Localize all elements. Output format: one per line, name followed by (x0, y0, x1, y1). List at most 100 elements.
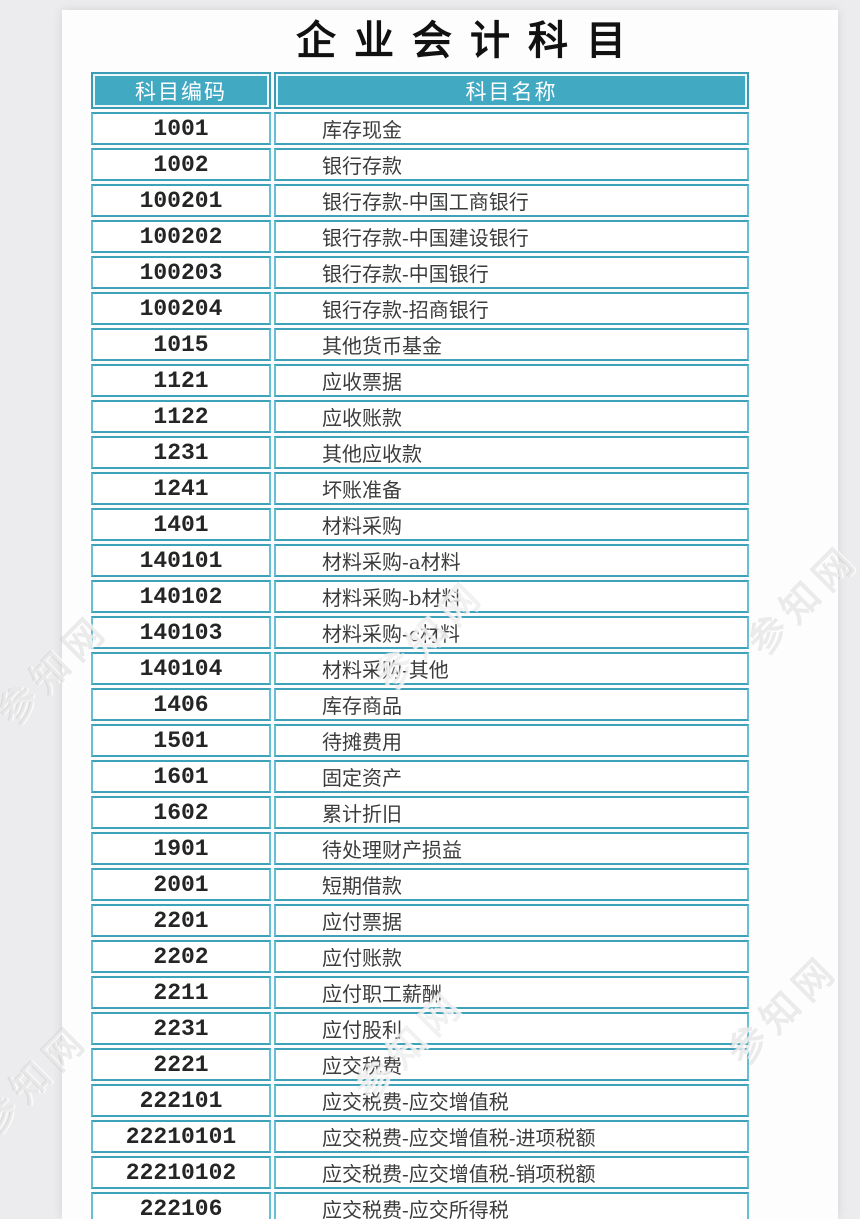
name-cell: 库存现金 (274, 112, 749, 145)
code-cell: 1406 (91, 688, 271, 721)
table-row: 1002 银行存款 (91, 148, 749, 181)
table-row: 2001 短期借款 (91, 868, 749, 901)
name-cell: 待处理财产损益 (274, 832, 749, 865)
table-row: 100201 银行存款-中国工商银行 (91, 184, 749, 217)
code-cell: 1001 (91, 112, 271, 145)
name-cell: 材料采购 (274, 508, 749, 541)
code-cell: 1015 (91, 328, 271, 361)
name-cell: 银行存款-中国建设银行 (274, 220, 749, 253)
table-row: 1501 待摊费用 (91, 724, 749, 757)
table-row: 2231 应付股利 (91, 1012, 749, 1045)
table-body: 1001 库存现金 1002 银行存款 100201 银行存款-中国工商银行 1… (91, 112, 749, 1219)
code-cell: 22210102 (91, 1156, 271, 1189)
name-cell: 应付票据 (274, 904, 749, 937)
table-row: 2201 应付票据 (91, 904, 749, 937)
name-cell: 应付股利 (274, 1012, 749, 1045)
table-row: 140103 材料采购-c材料 (91, 616, 749, 649)
table-row: 1001 库存现金 (91, 112, 749, 145)
name-cell: 材料采购-b材料 (274, 580, 749, 613)
table-row: 1231 其他应收款 (91, 436, 749, 469)
table-row: 140104 材料采购-其他 (91, 652, 749, 685)
name-cell: 短期借款 (274, 868, 749, 901)
name-cell: 坏账准备 (274, 472, 749, 505)
code-cell: 1122 (91, 400, 271, 433)
code-cell: 2202 (91, 940, 271, 973)
table-row: 1406 库存商品 (91, 688, 749, 721)
name-cell: 应付账款 (274, 940, 749, 973)
name-cell: 银行存款-中国工商银行 (274, 184, 749, 217)
code-cell: 1901 (91, 832, 271, 865)
code-cell: 1501 (91, 724, 271, 757)
code-cell: 22210101 (91, 1120, 271, 1153)
code-cell: 1602 (91, 796, 271, 829)
code-cell: 140102 (91, 580, 271, 613)
name-cell: 银行存款 (274, 148, 749, 181)
document-page: 企业会计科目 科目编码 科目名称 1001 库存现金 1002 银行存款 100… (62, 10, 838, 1219)
table-row: 140101 材料采购-a材料 (91, 544, 749, 577)
code-cell: 1601 (91, 760, 271, 793)
table-row: 2202 应付账款 (91, 940, 749, 973)
code-cell: 100202 (91, 220, 271, 253)
code-cell: 140101 (91, 544, 271, 577)
table-row: 1122 应收账款 (91, 400, 749, 433)
code-cell: 100204 (91, 292, 271, 325)
code-cell: 1401 (91, 508, 271, 541)
name-cell: 应交税费-应交增值税-进项税额 (274, 1120, 749, 1153)
name-cell: 应收票据 (274, 364, 749, 397)
table-row: 22210101 应交税费-应交增值税-进项税额 (91, 1120, 749, 1153)
name-cell: 累计折旧 (274, 796, 749, 829)
code-cell: 100203 (91, 256, 271, 289)
code-cell: 2201 (91, 904, 271, 937)
name-cell: 固定资产 (274, 760, 749, 793)
code-cell: 140103 (91, 616, 271, 649)
name-cell: 应交税费 (274, 1048, 749, 1081)
name-cell: 应交税费-应交增值税 (274, 1084, 749, 1117)
code-cell: 2231 (91, 1012, 271, 1045)
table-row: 100203 银行存款-中国银行 (91, 256, 749, 289)
table-header-row: 科目编码 科目名称 (91, 72, 749, 109)
table-row: 1602 累计折旧 (91, 796, 749, 829)
code-cell: 222106 (91, 1192, 271, 1219)
name-cell: 其他应收款 (274, 436, 749, 469)
table-row: 222106 应交税费-应交所得税 (91, 1192, 749, 1219)
code-cell: 2211 (91, 976, 271, 1009)
column-header-name: 科目名称 (274, 72, 749, 109)
code-cell: 140104 (91, 652, 271, 685)
accounts-table: 科目编码 科目名称 1001 库存现金 1002 银行存款 100201 银行存… (88, 69, 752, 1219)
name-cell: 库存商品 (274, 688, 749, 721)
code-cell: 1241 (91, 472, 271, 505)
table-row: 1015 其他货币基金 (91, 328, 749, 361)
code-cell: 100201 (91, 184, 271, 217)
table-row: 1121 应收票据 (91, 364, 749, 397)
table-row: 1901 待处理财产损益 (91, 832, 749, 865)
name-cell: 银行存款-中国银行 (274, 256, 749, 289)
table-row: 140102 材料采购-b材料 (91, 580, 749, 613)
table-row: 1401 材料采购 (91, 508, 749, 541)
name-cell: 应付职工薪酬 (274, 976, 749, 1009)
column-header-code: 科目编码 (91, 72, 271, 109)
table-row: 222101 应交税费-应交增值税 (91, 1084, 749, 1117)
table-row: 100202 银行存款-中国建设银行 (91, 220, 749, 253)
code-cell: 222101 (91, 1084, 271, 1117)
page-title: 企业会计科目 (296, 17, 644, 64)
table-row: 1241 坏账准备 (91, 472, 749, 505)
code-cell: 1121 (91, 364, 271, 397)
table-row: 1601 固定资产 (91, 760, 749, 793)
name-cell: 应交税费-应交所得税 (274, 1192, 749, 1219)
code-cell: 1002 (91, 148, 271, 181)
name-cell: 材料采购-a材料 (274, 544, 749, 577)
name-cell: 材料采购-c材料 (274, 616, 749, 649)
table-row: 22210102 应交税费-应交增值税-销项税额 (91, 1156, 749, 1189)
name-cell: 应交税费-应交增值税-销项税额 (274, 1156, 749, 1189)
name-cell: 其他货币基金 (274, 328, 749, 361)
name-cell: 待摊费用 (274, 724, 749, 757)
code-cell: 2001 (91, 868, 271, 901)
table-row: 2211 应付职工薪酬 (91, 976, 749, 1009)
code-cell: 1231 (91, 436, 271, 469)
table-row: 100204 银行存款-招商银行 (91, 292, 749, 325)
code-cell: 2221 (91, 1048, 271, 1081)
table-row: 2221 应交税费 (91, 1048, 749, 1081)
name-cell: 银行存款-招商银行 (274, 292, 749, 325)
name-cell: 应收账款 (274, 400, 749, 433)
name-cell: 材料采购-其他 (274, 652, 749, 685)
